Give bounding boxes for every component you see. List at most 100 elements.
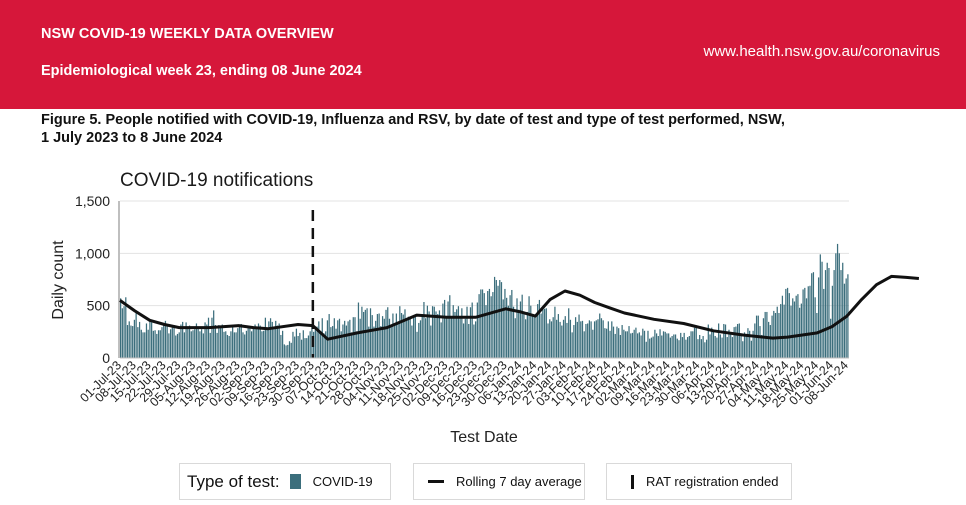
- bar: [719, 334, 721, 358]
- bar: [288, 341, 291, 358]
- bar: [506, 297, 508, 358]
- bar: [542, 308, 544, 358]
- bar: [380, 326, 382, 358]
- bar: [182, 321, 184, 358]
- bar: [583, 331, 585, 358]
- bar: [509, 295, 511, 358]
- bar: [123, 306, 125, 358]
- bar: [399, 306, 401, 358]
- bar: [609, 330, 611, 358]
- bar: [745, 334, 747, 358]
- bar: [537, 304, 539, 358]
- y-tick-label: 0: [102, 350, 110, 366]
- bar: [173, 325, 175, 358]
- bar: [812, 272, 815, 358]
- bar: [364, 309, 366, 358]
- bar: [316, 326, 318, 358]
- bar: [328, 314, 330, 358]
- bar: [738, 323, 740, 358]
- bar: [807, 286, 809, 358]
- bar: [778, 312, 780, 358]
- bar: [383, 318, 385, 358]
- bar: [707, 324, 709, 358]
- bar: [488, 288, 491, 358]
- source-link[interactable]: www.health.nsw.gov.au/coronavirus: [703, 43, 940, 60]
- bar: [462, 323, 465, 358]
- bar: [793, 301, 796, 358]
- bar: [330, 327, 332, 358]
- bar: [621, 325, 623, 358]
- bar: [749, 330, 751, 358]
- bar: [704, 342, 706, 358]
- bar: [366, 308, 368, 358]
- bar: [680, 332, 682, 358]
- bar: [345, 325, 348, 358]
- bar: [294, 336, 296, 358]
- bar: [735, 326, 737, 358]
- bar: [478, 294, 480, 358]
- bar: [797, 294, 799, 358]
- bar: [197, 326, 199, 358]
- bar: [337, 320, 339, 358]
- bar: [466, 306, 468, 358]
- bar: [271, 321, 273, 358]
- bar: [247, 328, 249, 358]
- bar: [207, 317, 210, 358]
- bar: [523, 311, 525, 358]
- bar: [593, 321, 596, 358]
- bar: [618, 328, 620, 358]
- bar: [480, 289, 482, 358]
- bar: [201, 329, 203, 358]
- bar: [692, 331, 694, 358]
- bar: [666, 333, 668, 358]
- bar: [292, 331, 294, 358]
- bar: [344, 320, 346, 358]
- bar: [764, 311, 766, 358]
- bar: [673, 334, 675, 358]
- bar: [726, 337, 728, 358]
- bar: [659, 329, 661, 358]
- bar: [638, 332, 640, 358]
- bar: [823, 288, 825, 358]
- bar: [783, 304, 785, 358]
- bar: [275, 320, 277, 358]
- bar: [381, 316, 384, 358]
- bar: [409, 317, 411, 358]
- bar: [819, 254, 821, 358]
- bar: [709, 334, 711, 358]
- bar: [226, 334, 229, 358]
- bar: [137, 327, 139, 358]
- bar: [526, 311, 528, 358]
- bar: [556, 319, 558, 358]
- bar: [831, 285, 834, 358]
- bar: [842, 262, 844, 358]
- bar: [252, 326, 254, 358]
- bar: [342, 324, 344, 358]
- bar: [347, 321, 349, 358]
- bar: [457, 306, 460, 358]
- bar: [814, 297, 816, 358]
- bar: [269, 318, 272, 358]
- rolling-average-line: [119, 274, 920, 341]
- bar: [723, 323, 725, 358]
- bar: [655, 333, 658, 358]
- bar: [261, 331, 263, 358]
- bar: [368, 326, 370, 358]
- epi-week-label: Epidemiological week 23, ending 08 June …: [41, 63, 362, 79]
- header-banner: NSW COVID-19 WEEKLY DATA OVERVIEW Epidem…: [0, 0, 966, 109]
- bar: [559, 321, 561, 358]
- bar: [132, 326, 134, 358]
- bar: [564, 316, 566, 358]
- bar: [800, 303, 802, 358]
- bar: [721, 337, 723, 358]
- bar: [637, 333, 639, 358]
- bar: [419, 320, 422, 358]
- bar: [144, 332, 146, 358]
- bar: [412, 316, 415, 358]
- bar: [192, 330, 194, 358]
- bar: [699, 334, 701, 358]
- bar: [140, 329, 142, 358]
- bar: [357, 302, 360, 358]
- bar: [611, 321, 613, 358]
- bar: [307, 335, 310, 358]
